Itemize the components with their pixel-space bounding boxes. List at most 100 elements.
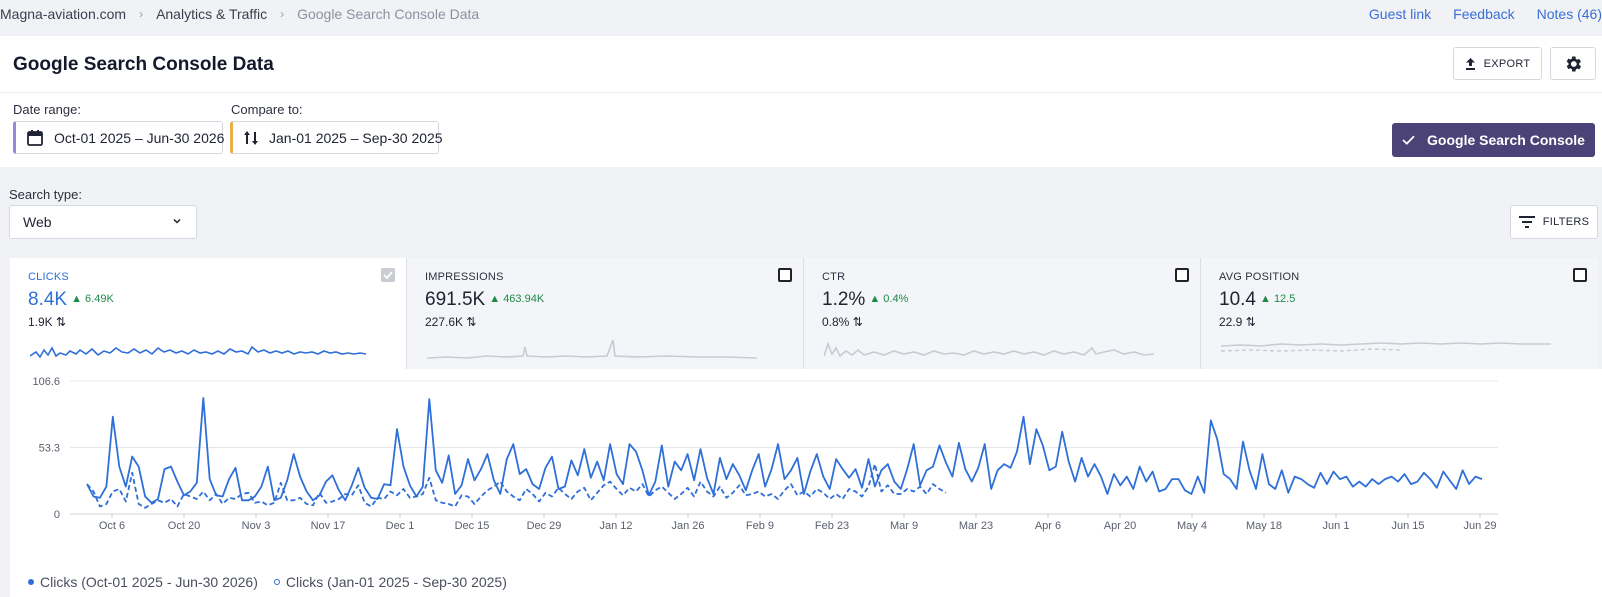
metric-delta: ▲ 0.4% [869,293,909,305]
filters-label: FILTERS [1542,216,1590,228]
chart-legend: Clicks (Oct-01 2025 - Jun-30 2026) Click… [28,574,507,590]
metric-value-text: 691.5K [425,289,486,310]
metric-delta: ▲ 12.5 [1259,293,1296,305]
breadcrumb-site[interactable]: Magna-aviation.com [0,6,127,22]
x-tick-label: Oct 20 [168,520,200,532]
main-chart: 106.6 53.3 0 Oct 6 Oct 20 Nov 3 Nov 17 Dec 1 Dec… [10,369,1602,597]
metric-value: 691.5K ▲ 463.94K [425,289,544,311]
legend-label: Clicks (Jan-01 2025 - Sep-30 2025) [285,574,507,590]
breadcrumb-current: Google Search Console Data [297,6,480,22]
filters-button[interactable]: FILTERS [1510,205,1598,239]
metric-name: CTR [822,271,846,283]
metric-delta-text: 0.4% [883,293,909,305]
x-tick-label: Feb 23 [815,520,849,532]
search-type-label: Search type: [9,187,82,202]
top-links: Guest link Feedback Notes (46) [1369,6,1602,22]
settings-button[interactable] [1550,47,1596,80]
metric-card-impressions[interactable]: IMPRESSIONS 691.5K ▲ 463.94K 227.6K ⇅ [407,258,804,369]
metric-compare: 0.8% ⇅ [822,315,863,329]
series-line-compare[interactable] [86,463,947,509]
metric-delta: ▲ 463.94K [489,293,545,305]
compare-arrows-icon: ⇅ [852,315,863,329]
metric-cards: CLICKS 8.4K ▲ 6.49K 1.9K ⇅ IMPRESSIONS 69… [10,258,1602,369]
breadcrumb-separator-icon: › [280,7,285,21]
x-tick-label: Jun 29 [1463,520,1496,532]
metric-value-text: 8.4K [28,289,68,310]
legend-dot-icon [28,579,34,585]
gear-icon [1566,56,1581,71]
metric-checkbox[interactable] [1573,268,1587,282]
series-line-current[interactable] [86,397,1483,504]
y-tick-label: 106.6 [32,376,60,388]
export-button[interactable]: EXPORT [1453,47,1542,80]
sparkline-avg-position [1221,342,1551,352]
date-range-value: Oct-01 2025 – Jun-30 2026 [54,129,225,146]
metric-checkbox[interactable] [1175,268,1189,282]
sparkline-clicks [30,345,367,359]
gsc-button-label: Google Search Console [1427,132,1585,148]
metric-name: AVG POSITION [1219,271,1300,283]
sparkline-ctr [824,341,1155,358]
compare-arrows-icon: ⇅ [1245,315,1256,329]
metric-value: 1.2% ▲ 0.4% [822,289,908,311]
page-title: Google Search Console Data [13,54,274,75]
x-tick-label: Mar 23 [959,520,993,532]
google-search-console-button[interactable]: Google Search Console [1392,123,1595,157]
metric-value-text: 10.4 [1219,289,1256,310]
legend-item-compare[interactable]: Clicks (Jan-01 2025 - Sep-30 2025) [273,574,507,590]
metric-card-avg-position[interactable]: AVG POSITION 10.4 ▲ 12.5 22.9 ⇅ [1201,258,1598,369]
metric-compare-text: 1.9K [28,315,53,329]
x-tick-label: Jan 12 [599,520,632,532]
metric-value: 10.4 ▲ 12.5 [1219,289,1295,311]
chevron-down-icon [173,218,181,224]
legend-item-current[interactable]: Clicks (Oct-01 2025 - Jun-30 2026) [28,574,258,590]
notes-link[interactable]: Notes (46) [1536,6,1602,22]
sparkline-impressions [427,339,758,359]
export-label: EXPORT [1483,57,1531,70]
metric-value: 8.4K ▲ 6.49K [28,289,114,311]
breadcrumb: Magna-aviation.com › Analytics & Traffic… [0,6,479,22]
calendar-icon [26,129,44,147]
compare-label: Compare to: [231,102,303,117]
date-range-picker[interactable]: Oct-01 2025 – Jun-30 2026 [13,121,225,154]
upload-icon [1465,57,1475,70]
x-tick-label: Apr 20 [1104,520,1136,532]
metric-name: CLICKS [28,271,69,283]
metric-compare: 1.9K ⇅ [28,315,66,329]
compare-arrows-icon: ⇅ [56,315,67,329]
x-tick-label: Nov 17 [311,520,346,532]
metric-compare: 227.6K ⇅ [425,315,476,329]
checkmark-icon [1402,135,1415,145]
check-icon [383,271,393,280]
feedback-link[interactable]: Feedback [1453,6,1515,22]
metric-card-clicks[interactable]: CLICKS 8.4K ▲ 6.49K 1.9K ⇅ [10,258,407,369]
x-tick-label: Oct 6 [99,520,125,532]
x-tick-label: Apr 6 [1035,520,1061,532]
metric-checkbox[interactable] [381,268,395,282]
x-tick-label: Jun 1 [1323,520,1350,532]
breadcrumb-section[interactable]: Analytics & Traffic [156,6,268,22]
metric-value-text: 1.2% [822,289,866,310]
x-tick-label: Mar 9 [890,520,918,532]
legend-label: Clicks (Oct-01 2025 - Jun-30 2026) [40,574,258,590]
x-tick-label: May 4 [1177,520,1207,532]
metric-delta-text: 6.49K [85,293,114,305]
y-tick-label: 53.3 [39,443,60,455]
swap-arrows-icon [243,129,259,147]
search-type-select[interactable]: Web [9,205,197,239]
page-header: Google Search Console Data EXPORT [0,36,1602,93]
metric-card-ctr[interactable]: CTR 1.2% ▲ 0.4% 0.8% ⇅ [804,258,1201,369]
top-bar: Magna-aviation.com › Analytics & Traffic… [0,0,1602,36]
guest-link[interactable]: Guest link [1368,6,1432,22]
breadcrumb-separator-icon: › [139,7,144,21]
x-tick-label: May 18 [1246,520,1282,532]
metric-delta: ▲ 6.49K [71,293,114,305]
metric-name: IMPRESSIONS [425,271,504,283]
x-tick-label: Feb 9 [746,520,774,532]
date-filters: Date range: Oct-01 2025 – Jun-30 2026 Co… [0,93,1602,167]
compare-range-picker[interactable]: Jan-01 2025 – Sep-30 2025 [230,121,443,154]
metric-delta-text: 463.94K [503,293,545,305]
y-tick-label: 0 [54,509,60,521]
metric-checkbox[interactable] [778,268,792,282]
x-tick-label: Dec 15 [455,520,490,532]
